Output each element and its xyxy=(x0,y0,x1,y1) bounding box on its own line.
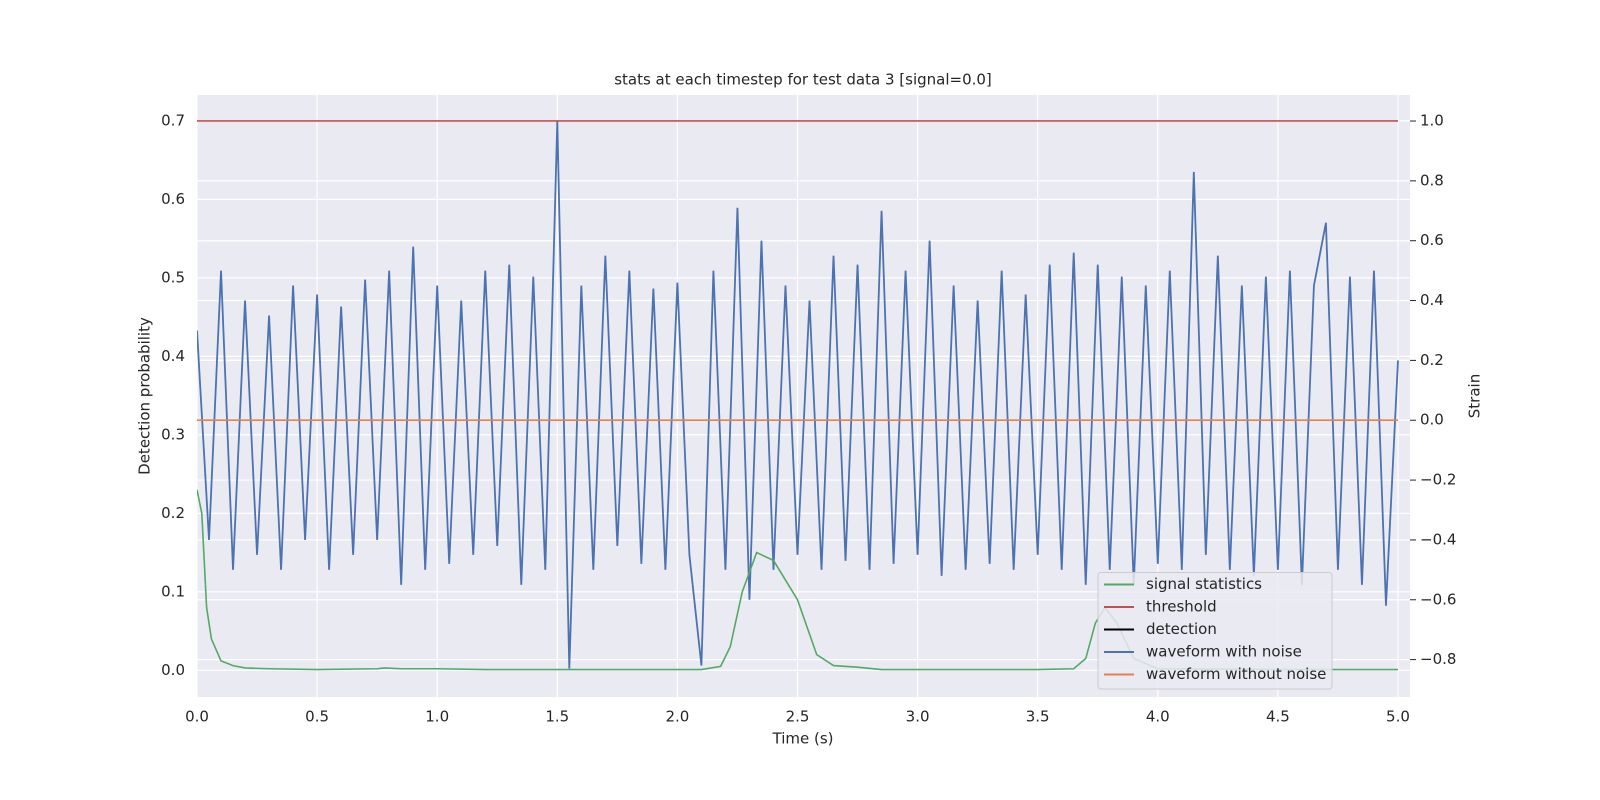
y2-tick-label: −0.8 xyxy=(1420,650,1456,668)
x-tick-label: 2.0 xyxy=(665,708,689,726)
x-tick-label: 1.0 xyxy=(425,708,449,726)
x-axis-label: Time (s) xyxy=(772,730,834,748)
y-tick-label: 0.0 xyxy=(161,661,185,679)
x-tick-label: 1.5 xyxy=(545,708,569,726)
x-tick-label: 4.0 xyxy=(1146,708,1170,726)
x-tick-label: 5.0 xyxy=(1386,708,1410,726)
y-tick-label: 0.4 xyxy=(161,347,185,365)
series-line xyxy=(197,121,1399,669)
y-tick-label: 0.7 xyxy=(161,111,185,129)
x-tick-label: 2.5 xyxy=(786,708,810,726)
y-tick-label: 0.2 xyxy=(161,504,185,522)
x-tick-label: 3.0 xyxy=(906,708,930,726)
x-tick-label: 3.5 xyxy=(1026,708,1050,726)
legend-label: signal statistics xyxy=(1146,575,1262,593)
series-line xyxy=(197,489,1398,671)
y2-tick-label: −0.2 xyxy=(1420,471,1456,489)
y2-axis-label: Strain xyxy=(1466,374,1484,418)
y2-tick-label: 0.2 xyxy=(1420,351,1444,369)
y2-tick-label: 1.0 xyxy=(1420,112,1444,130)
legend-label: waveform without noise xyxy=(1146,665,1326,683)
y2-tick-label: 0.6 xyxy=(1420,231,1444,249)
y-tick-label: 0.3 xyxy=(161,425,185,443)
y-tick-label: 0.5 xyxy=(161,268,185,286)
legend-label: detection xyxy=(1146,620,1217,638)
legend-label: waveform with noise xyxy=(1146,643,1302,661)
x-tick-label: 4.5 xyxy=(1266,708,1290,726)
y2-tick-label: −0.6 xyxy=(1420,590,1456,608)
y2-tick-label: 0.0 xyxy=(1420,411,1444,429)
y-tick-label: 0.1 xyxy=(161,582,185,600)
y2-tick-label: 0.4 xyxy=(1420,291,1444,309)
x-tick-label: 0.0 xyxy=(185,708,209,726)
legend-label: threshold xyxy=(1146,598,1217,616)
y2-tick-label: 0.8 xyxy=(1420,171,1444,189)
legend-box xyxy=(1097,572,1333,690)
y-tick-label: 0.6 xyxy=(161,190,185,208)
y-axis-label: Detection probability xyxy=(136,317,154,475)
x-tick-label: 0.5 xyxy=(305,708,329,726)
chart-title: stats at each timestep for test data 3 [… xyxy=(614,71,992,89)
y2-tick-label: −0.4 xyxy=(1420,530,1456,548)
